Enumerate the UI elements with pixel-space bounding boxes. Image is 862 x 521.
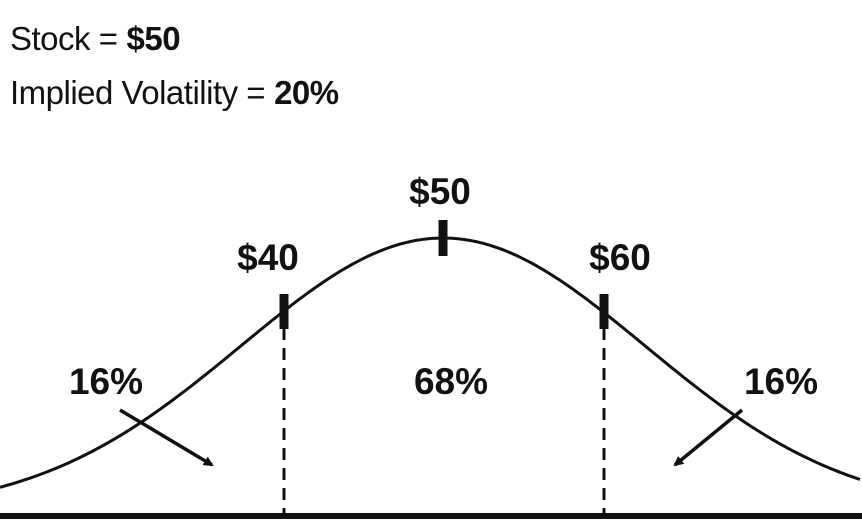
region-label: 68% bbox=[414, 361, 488, 402]
iv-value: 20% bbox=[274, 74, 339, 111]
distribution-curve bbox=[0, 236, 861, 489]
arrow bbox=[119, 408, 214, 467]
arrow bbox=[673, 408, 744, 467]
marker-label: $50 bbox=[409, 171, 471, 212]
region-label: 16% bbox=[744, 361, 818, 402]
region-label: 16% bbox=[69, 361, 143, 402]
iv-line: Implied Volatility = 20% bbox=[10, 74, 339, 112]
stock-line: Stock = $50 bbox=[10, 20, 181, 58]
marker-label: $60 bbox=[589, 237, 651, 278]
marker-label: $40 bbox=[237, 237, 299, 278]
iv-label: Implied Volatility = bbox=[10, 74, 266, 111]
stock-value: $50 bbox=[126, 20, 181, 57]
stock-label: Stock = bbox=[10, 20, 118, 57]
